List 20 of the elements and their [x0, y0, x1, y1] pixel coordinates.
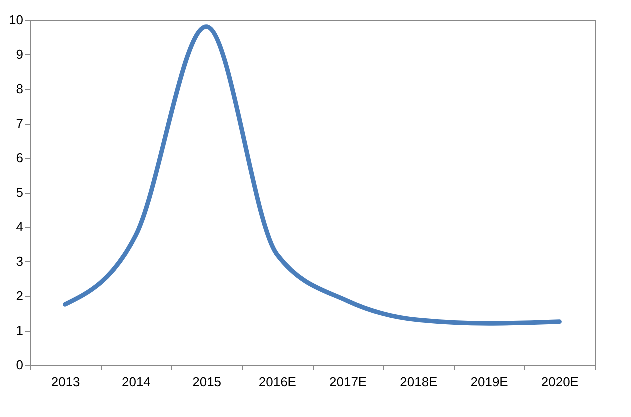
y-tick-label: 2 [16, 288, 24, 304]
y-tick-label: 9 [16, 47, 24, 62]
x-tick-label: 2013 [51, 374, 80, 390]
x-tick-label: 2018E [400, 374, 438, 390]
line-series [63, 24, 562, 326]
y-tick-label: 10 [9, 12, 24, 28]
y-tick-label: 6 [16, 150, 24, 166]
y-tick-label: 3 [16, 254, 24, 269]
x-tick-label: 2017E [330, 374, 368, 390]
x-tick-label: 2016E [258, 374, 297, 390]
y-tick-label: 0 [16, 358, 24, 372]
y-tick-label: 7 [16, 116, 24, 131]
x-tick-label: 2019E [470, 374, 509, 390]
y-tick-label: 8 [16, 82, 24, 96]
y-tick-label: 4 [16, 220, 24, 234]
y-tick-label: 5 [16, 185, 24, 200]
x-tick-label: 2020E [541, 374, 580, 390]
y-tick-label: 1 [16, 323, 24, 338]
x-tick-label: 2014 [122, 374, 151, 390]
x-tick-label: 2015 [192, 374, 222, 390]
